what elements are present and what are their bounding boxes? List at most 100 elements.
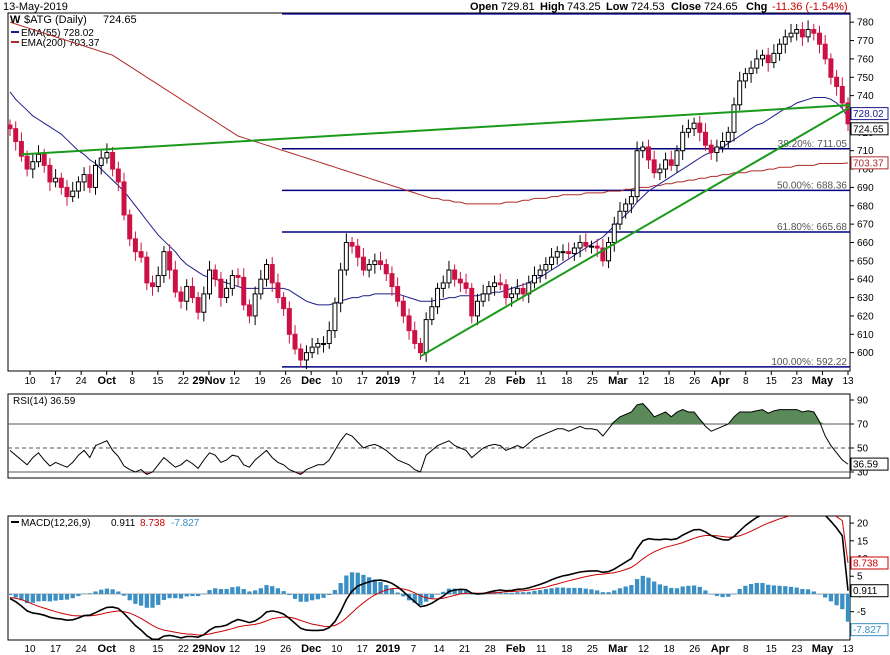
macd-histogram-bar <box>378 581 383 594</box>
macd-histogram-bar <box>224 588 229 594</box>
macd-histogram-bar <box>577 587 583 594</box>
x-tick-label: 12 <box>229 376 241 387</box>
candle-body <box>189 286 195 299</box>
macd-histogram-bar <box>36 593 41 602</box>
price-y-label: 750 <box>857 73 874 84</box>
macd-legend-label: MACD(12,26,9) <box>21 518 90 529</box>
candle-body <box>372 260 378 266</box>
legend-symbol: $ATG (Daily) <box>24 14 87 26</box>
macd-histogram-bar <box>156 593 161 605</box>
candle-body <box>406 315 412 332</box>
x-tick-label: 18 <box>561 376 573 387</box>
x-tick-label-bottom: 15 <box>766 644 778 655</box>
close-value: 724.65 <box>704 1 738 13</box>
candle-body <box>201 293 207 313</box>
candle-body <box>435 287 441 308</box>
badge-rsi-box <box>850 457 889 471</box>
candle-body <box>98 157 104 166</box>
macd-histogram-bar <box>429 593 434 599</box>
candle-body <box>349 241 355 247</box>
candle-body <box>264 264 270 280</box>
candle-body <box>258 278 264 295</box>
x-tick-label: 8 <box>129 376 135 387</box>
macd-histogram-bar <box>845 593 850 622</box>
candlesticks <box>8 20 850 370</box>
candle-body <box>224 287 230 299</box>
candle-body <box>742 73 748 82</box>
candle-body <box>355 245 361 258</box>
macd-histogram-bar <box>634 579 640 594</box>
macd-signal-line <box>9 516 849 636</box>
candle-body <box>309 346 315 354</box>
candle-body <box>486 286 492 295</box>
x-tick-label: 26 <box>689 376 701 387</box>
x-tick-label-bottom: 8 <box>743 644 749 655</box>
macd-histogram-bar <box>99 589 104 594</box>
candle-body <box>423 319 429 354</box>
x-tick-label: Mar <box>608 375 628 387</box>
price-y-label: 610 <box>857 330 874 341</box>
badge-macd-signal-box <box>850 556 889 570</box>
macd-histogram-bar <box>292 593 298 599</box>
candle-body <box>771 52 777 64</box>
macd-histogram-bar <box>828 593 834 602</box>
candle-body <box>218 278 224 299</box>
macd-histogram-bar <box>680 586 685 594</box>
x-tick-label: 13 <box>842 376 854 387</box>
x-tick-label-bottom: 18 <box>561 644 573 655</box>
candle-body <box>759 54 765 60</box>
candle-body <box>674 150 680 166</box>
candle-body <box>474 300 480 317</box>
legend-ema55: EMA(55) 728.02 <box>21 28 94 39</box>
candle-body <box>725 131 731 143</box>
macd-histogram-bar <box>70 593 75 599</box>
badge-macd-signal: 8.738 <box>853 558 878 569</box>
candle-body <box>70 190 76 198</box>
candle-body <box>799 29 805 38</box>
macd-histogram-bar <box>315 593 320 600</box>
candle-body <box>554 251 560 258</box>
macd-histogram-bar <box>623 586 628 594</box>
macd-histogram-bar <box>697 586 702 594</box>
candle-body <box>463 282 469 289</box>
macd-y-label: -5 <box>857 607 866 618</box>
candle-body <box>360 256 366 271</box>
macd-histogram-bar <box>258 588 263 594</box>
macd-histogram-bar <box>401 593 406 597</box>
rsi-y-label: 50 <box>857 444 869 455</box>
macd-histogram-bar <box>840 593 845 610</box>
candle-body <box>845 102 850 125</box>
x-tick-label-bottom: 26 <box>689 644 701 655</box>
x-tick-label-bottom: 2019 <box>376 643 400 655</box>
x-tick-label-bottom: Oct <box>98 643 117 655</box>
candle-body <box>338 269 344 304</box>
macd-legend: MACD(12,26,9) 0.911 8.738 -7.827 <box>11 518 200 529</box>
candle-body <box>457 278 463 284</box>
price-y-label: 630 <box>857 293 874 304</box>
close-label: Close <box>671 1 701 13</box>
macd-histogram-bar <box>771 585 777 594</box>
x-tick-label: 8 <box>743 376 749 387</box>
macd-histogram-bar <box>195 593 201 597</box>
candle-body <box>241 276 247 306</box>
candle-body <box>623 203 629 212</box>
macd-histogram-bar <box>720 593 725 598</box>
candle-body <box>184 286 190 302</box>
macd-histogram-bar <box>555 587 560 594</box>
candle-body <box>378 260 384 266</box>
candle-body <box>207 269 213 295</box>
candle-body <box>446 269 452 284</box>
x-tick-label: 18 <box>664 376 676 387</box>
price-y-label: 740 <box>857 91 874 102</box>
candle-body <box>13 128 19 143</box>
candle-body <box>828 58 834 78</box>
macd-histogram-bar <box>503 592 509 594</box>
candle-body <box>115 168 121 183</box>
x-tick-label-bottom: 17 <box>357 644 369 655</box>
chg-label: Chg <box>746 1 767 13</box>
macd-histogram-bar <box>543 588 549 594</box>
candle-body <box>30 161 36 170</box>
candle-body <box>777 43 783 54</box>
x-tick-label: 22 <box>178 376 190 387</box>
x-tick-label: 28 <box>485 376 497 387</box>
